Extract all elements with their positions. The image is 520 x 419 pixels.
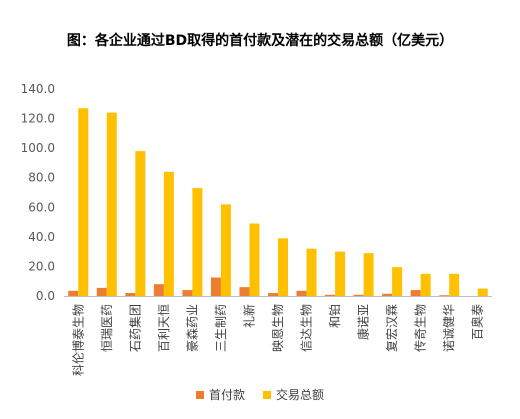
legend-label-down-payment: 首付款 — [208, 388, 245, 402]
y-tick-label: 0.0 — [36, 289, 55, 303]
legend-swatch-total-deal — [263, 390, 271, 399]
y-tick-label: 40.0 — [28, 230, 55, 244]
bar-total-deal — [249, 223, 260, 296]
bar-total-deal — [163, 171, 174, 296]
legend-label-total-deal: 交易总额 — [276, 388, 325, 402]
y-tick-label: 80.0 — [28, 171, 55, 185]
x-category-label: 百奥泰 — [471, 304, 485, 340]
bar-down-payment — [353, 294, 364, 296]
y-tick-label: 140.0 — [21, 82, 55, 96]
bar-down-payment — [239, 287, 250, 296]
bar-down-payment — [210, 277, 221, 296]
bar-total-deal — [78, 108, 89, 296]
bar-down-payment — [325, 294, 336, 296]
chart-title: 图：各企业通过BD取得的首付款及潜在的交易总额（亿美元） — [66, 33, 454, 49]
bar-total-deal — [306, 248, 317, 296]
bar-total-deal — [278, 238, 288, 296]
legend-item-total-deal: 交易总额 — [263, 386, 324, 403]
legend-item-down-payment: 首付款 — [195, 386, 245, 403]
bar-total-deal — [106, 112, 117, 297]
y-tick-label: 120.0 — [21, 112, 55, 126]
x-category-label: 三生制药 — [214, 304, 228, 352]
bar-down-payment — [182, 290, 193, 296]
x-category-label: 诺诚健华 — [442, 304, 456, 352]
bar-down-payment — [268, 293, 278, 296]
x-category-label: 和铂 — [327, 304, 342, 328]
bar-total-deal — [192, 188, 203, 296]
bar-down-payment — [96, 287, 107, 296]
x-category-label: 复宏汉霖 — [384, 304, 399, 352]
x-category-label: 传奇生物 — [413, 304, 428, 352]
bar-total-deal — [363, 253, 374, 296]
legend: 首付款 交易总额 — [0, 386, 520, 403]
bar-total-deal — [135, 151, 146, 296]
x-category-label: 康诺亚 — [356, 304, 371, 340]
bar-down-payment — [382, 293, 393, 296]
bar-down-payment — [410, 290, 421, 296]
bar-total-deal — [477, 288, 488, 296]
x-category-label: 石药集团 — [127, 304, 142, 352]
y-tick-label: 60.0 — [28, 200, 55, 214]
y-tick-label: 20.0 — [28, 259, 55, 273]
bar-down-payment — [68, 290, 79, 296]
bar-total-deal — [392, 267, 403, 296]
bar-down-payment — [125, 293, 136, 296]
x-category-label: 映恩生物 — [271, 304, 285, 352]
bar-total-deal — [420, 273, 431, 296]
x-category-label: 恒瑞医药 — [100, 304, 114, 352]
bar-total-deal — [335, 251, 346, 296]
bar-total-deal — [220, 204, 231, 296]
y-tick-label: 100.0 — [21, 141, 55, 155]
x-category-label: 礼新 — [241, 304, 256, 328]
x-category-label: 信达生物 — [300, 304, 314, 352]
legend-swatch-down-payment — [195, 390, 204, 399]
x-category-label: 百利天恒 — [157, 304, 171, 352]
bar-down-payment — [439, 295, 450, 296]
bar-down-payment — [296, 290, 307, 296]
bar-down-payment — [153, 284, 164, 296]
x-category-label: 豪森药业 — [184, 304, 199, 352]
bar-total-deal — [449, 273, 460, 296]
x-category-label: 科伦博泰生物 — [70, 304, 85, 376]
